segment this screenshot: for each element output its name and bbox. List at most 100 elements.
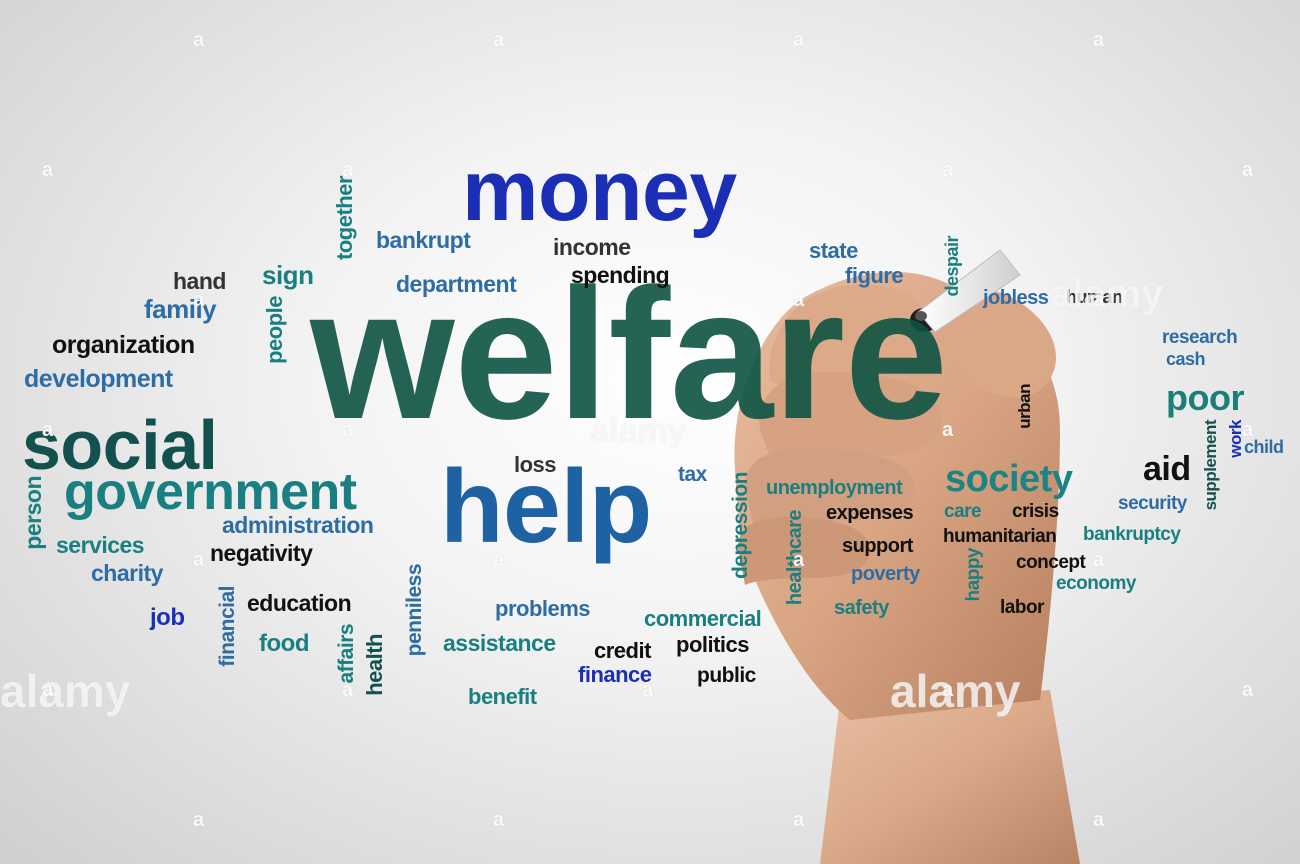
word-poverty: poverty (851, 563, 920, 585)
watermark-mark: a (493, 289, 505, 311)
watermark-text: alamy (1050, 272, 1164, 316)
word-loss: loss (514, 452, 557, 477)
word-poor: poor (1166, 377, 1244, 418)
ring-finger-shape (744, 448, 916, 530)
word-supplement: supplement (1201, 420, 1220, 511)
word-health: health (362, 634, 387, 696)
watermark-mark: a (42, 419, 54, 441)
watermark-mark: a (342, 419, 354, 441)
word-welfare: welfare (310, 251, 948, 458)
watermark-mark: a (493, 29, 505, 51)
watermark-mark: a (42, 679, 54, 701)
watermark-mark: a (1093, 29, 1105, 51)
word-commercial: commercial (644, 606, 762, 631)
word-cash: cash (1166, 349, 1206, 369)
word-family: family (144, 294, 217, 324)
watermark-mark: a (1242, 159, 1254, 181)
watermark-mark: a (1242, 679, 1254, 701)
word-figure: figure (845, 263, 904, 288)
word-department: department (396, 271, 517, 297)
word-tax: tax (678, 463, 707, 486)
watermark-mark: a (1093, 809, 1105, 831)
watermark-mark: a (942, 159, 954, 181)
word-labor: labor (1000, 597, 1044, 618)
little-finger-shape (738, 516, 870, 585)
word-security: security (1118, 493, 1187, 514)
watermark-mark: a (1242, 419, 1254, 441)
word-society: society (945, 458, 1073, 500)
word-economy: economy (1056, 573, 1136, 594)
word-happy: happy (963, 548, 984, 602)
watermark-text: alamy (890, 665, 1021, 717)
marker-pen-shape (910, 249, 1021, 333)
watermark-mark: a (193, 29, 205, 51)
word-finance: finance (578, 662, 652, 687)
word-food: food (259, 630, 309, 657)
word-spending: spending (571, 262, 670, 288)
word-people: people (262, 296, 287, 364)
watermark-mark: a (193, 289, 205, 311)
watermark-mark: a (793, 289, 805, 311)
watermark-mark: a (1093, 549, 1105, 571)
word-social: social (22, 406, 218, 484)
middle-finger-shape (759, 371, 942, 470)
word-administration: administration (222, 512, 374, 538)
word-income: income (553, 234, 631, 260)
watermark-mark: a (42, 159, 54, 181)
word-urban: urban (1015, 384, 1034, 429)
watermark-text: alamy (590, 412, 687, 450)
word-despair: despair (942, 236, 962, 297)
word-human: human (1066, 287, 1123, 307)
word-concept: concept (1016, 552, 1086, 573)
word-financial: financial (216, 586, 239, 667)
word-bankruptcy: bankruptcy (1083, 524, 1181, 545)
word-expenses: expenses (826, 502, 914, 524)
word-safety: safety (834, 597, 889, 619)
watermark-mark: a (793, 809, 805, 831)
word-public: public (697, 664, 756, 687)
word-unemployment: unemployment (766, 477, 903, 499)
word-together: together (332, 176, 357, 260)
watermark-mark: a (942, 419, 954, 441)
watermark-mark: a (193, 809, 205, 831)
word-charity: charity (91, 560, 163, 586)
word-aid: aid (1143, 450, 1191, 488)
watermark-mark: a (1093, 289, 1105, 311)
word-sign: sign (262, 260, 314, 290)
word-depression: depression (729, 472, 752, 580)
word-crisis: crisis (1012, 501, 1059, 522)
word-government: government (64, 463, 357, 521)
word-organization: organization (52, 331, 195, 359)
word-politics: politics (676, 632, 750, 657)
word-bankrupt: bankrupt (376, 227, 471, 253)
watermark-mark: a (493, 549, 505, 571)
index-finger-shape (769, 284, 930, 400)
forearm-shape (820, 690, 1080, 864)
word-state: state (809, 238, 858, 263)
word-affairs: affairs (335, 624, 358, 684)
watermark-mark: a (342, 159, 354, 181)
word-child: child (1244, 437, 1284, 457)
watermark-mark: a (193, 549, 205, 571)
word-hand: hand (173, 268, 226, 294)
watermark-text: alamy (0, 665, 131, 717)
watermark-mark: a (642, 679, 654, 701)
word-help: help (440, 449, 652, 565)
word-development: development (24, 365, 173, 393)
word-services: services (56, 532, 145, 558)
word-credit: credit (594, 638, 651, 663)
word-care: care (944, 501, 982, 522)
watermark-mark: a (942, 679, 954, 701)
watermark-mark: a (342, 679, 354, 701)
word-penniless: penniless (403, 564, 426, 657)
word-person: person (20, 476, 46, 550)
word-assistance: assistance (443, 630, 556, 656)
word-education: education (247, 590, 352, 616)
watermark-mark: a (493, 809, 505, 831)
word-humanitarian: humanitarian (943, 526, 1057, 547)
watermark-mark: a (793, 549, 805, 571)
watermark-mark: a (642, 159, 654, 181)
watermark-mark: a (642, 419, 654, 441)
